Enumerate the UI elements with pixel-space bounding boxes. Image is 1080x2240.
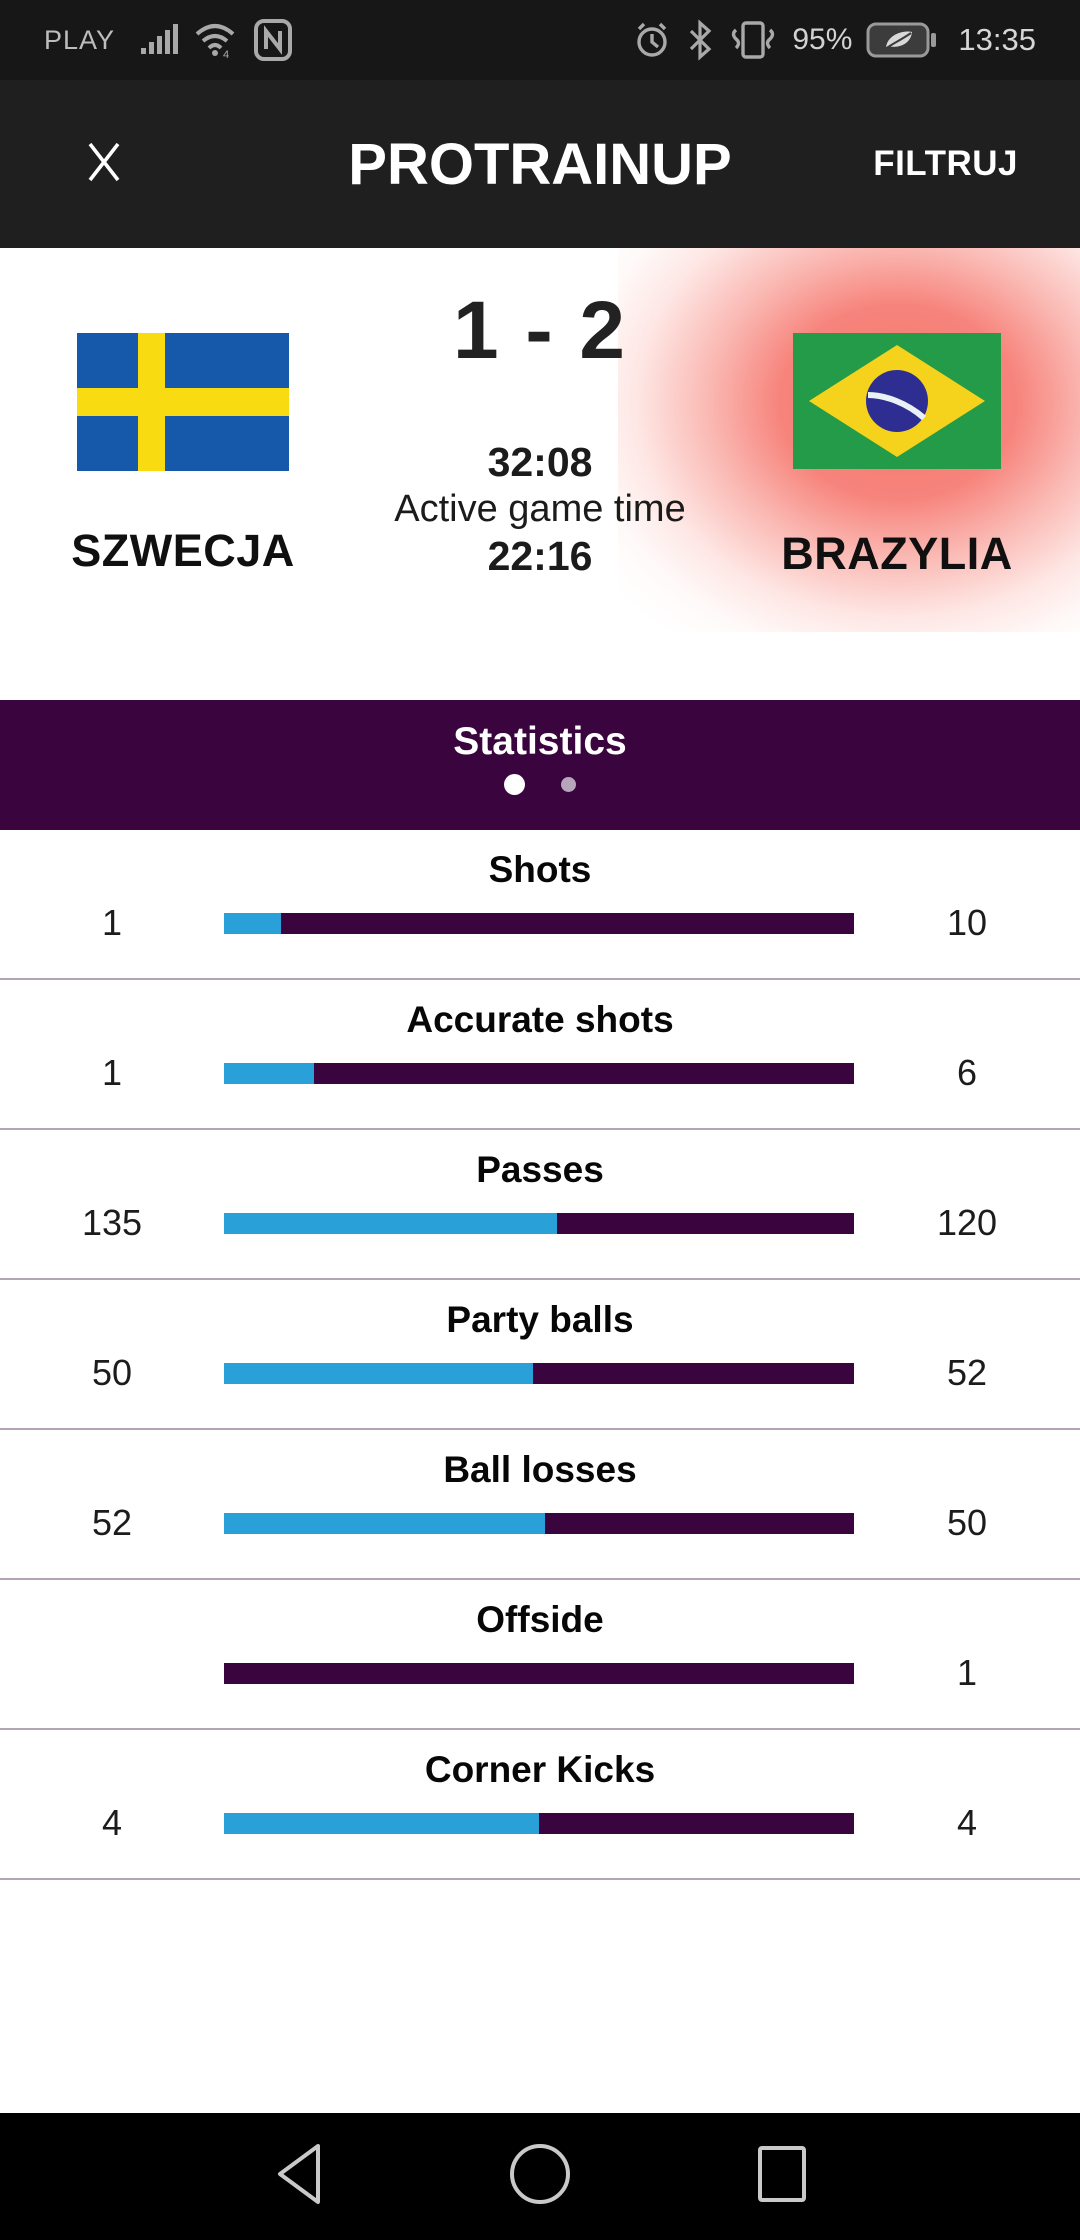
- stat-row-party-balls: Party balls 50 52: [0, 1280, 1080, 1430]
- stat-bar-home-fill: [224, 912, 282, 934]
- statistics-title: Statistics: [453, 720, 627, 763]
- stat-row-accurate-shots: Accurate shots 1 6: [0, 980, 1080, 1130]
- away-team-name: BRAZYLIA: [781, 528, 1013, 579]
- back-button[interactable]: [262, 2141, 334, 2213]
- filter-button[interactable]: FILTRUJ: [873, 144, 1018, 183]
- stat-away-value: 10: [946, 902, 988, 943]
- stat-label: Accurate shots: [406, 999, 674, 1040]
- bluetooth-icon: [686, 19, 714, 61]
- close-x-icon: [80, 138, 128, 191]
- stat-away-value: 120: [936, 1202, 998, 1243]
- stat-bar: [224, 1812, 854, 1834]
- wifi-icon: 4: [193, 20, 239, 60]
- stat-bar-home-fill: [224, 1812, 539, 1834]
- battery-percent: 95%: [792, 23, 853, 56]
- stat-home-value: 135: [81, 1202, 143, 1243]
- alarm-clock-icon: [632, 20, 672, 60]
- stat-bar: [224, 1212, 854, 1234]
- battery-eco-icon: [866, 20, 938, 60]
- status-time: 13:35: [958, 22, 1036, 57]
- home-team-column: SZWECJA: [0, 248, 366, 700]
- stat-away-value: 6: [956, 1052, 978, 1093]
- stat-row-offside: Offside 1: [0, 1580, 1080, 1730]
- pagination-dots: [0, 774, 1080, 795]
- page-title: PROTRAINUP: [348, 131, 732, 197]
- stat-away-value: 50: [946, 1502, 988, 1543]
- away-team-column: BRAZYLIA: [714, 248, 1080, 700]
- status-bar: PLAY 4: [0, 0, 1080, 80]
- stat-bar-home-fill: [224, 1362, 533, 1384]
- statistics-list: Shots 1 10 Accurate shots 1 6 Passes 135…: [0, 830, 1080, 1880]
- stat-bar: [224, 1362, 854, 1384]
- score-column: 1 - 2 32:08 Active game time 22:16: [366, 248, 714, 700]
- stat-bar-home-fill: [224, 1062, 315, 1084]
- stat-row-corner-kicks: Corner Kicks 4 4: [0, 1730, 1080, 1880]
- back-triangle-icon: [268, 2140, 328, 2213]
- stat-bar: [224, 912, 854, 934]
- stat-bar-home-fill: [224, 1212, 558, 1234]
- active-game-label: Active game time: [394, 488, 686, 530]
- nfc-icon: [253, 18, 293, 62]
- stat-row-ball-losses: Ball losses 52 50: [0, 1430, 1080, 1580]
- score: 1 - 2: [452, 285, 628, 376]
- stat-away-value: 4: [956, 1802, 978, 1843]
- stat-home-value: 4: [101, 1802, 123, 1843]
- android-nav-bar: [0, 2113, 1080, 2240]
- active-game-time: 22:16: [487, 533, 593, 579]
- sweden-flag: [77, 333, 289, 471]
- home-team-name: SZWECJA: [71, 525, 295, 576]
- recents-button[interactable]: [746, 2141, 818, 2213]
- page-dot-active[interactable]: [504, 774, 525, 795]
- home-circle-icon: [506, 2140, 574, 2213]
- stat-home-value: 1: [101, 1052, 123, 1093]
- stat-bar-home-fill: [224, 1512, 546, 1534]
- stat-bar: [224, 1662, 854, 1684]
- stat-label: Party balls: [446, 1299, 634, 1340]
- brazil-flag: [793, 333, 1001, 474]
- stat-away-value: 52: [946, 1352, 988, 1393]
- signal-bars-icon: [139, 20, 179, 60]
- carrier-label: PLAY: [44, 24, 116, 55]
- stat-label: Passes: [476, 1149, 604, 1190]
- stat-label: Shots: [488, 849, 592, 890]
- vibrate-icon: [728, 18, 778, 62]
- stat-bar: [224, 1512, 854, 1534]
- stat-away-value: 1: [956, 1652, 978, 1693]
- stat-home-value: 50: [91, 1352, 133, 1393]
- stat-home-value: 52: [91, 1502, 133, 1543]
- page-dot-inactive[interactable]: [561, 777, 576, 792]
- stat-label: Corner Kicks: [424, 1749, 656, 1790]
- recents-square-icon: [752, 2140, 812, 2213]
- stat-row-shots: Shots 1 10: [0, 830, 1080, 980]
- stat-bar: [224, 1062, 854, 1084]
- statistics-banner: Statistics: [0, 700, 1080, 830]
- svg-text:4: 4: [223, 49, 229, 60]
- stat-home-value: 1: [101, 902, 123, 943]
- match-summary: SZWECJA 1 - 2 32:08 Active game time 22:…: [0, 248, 1080, 700]
- game-time: 32:08: [487, 439, 593, 485]
- close-button[interactable]: [76, 136, 132, 192]
- stat-row-passes: Passes 135 120: [0, 1130, 1080, 1280]
- app-header: PROTRAINUP FILTRUJ: [0, 80, 1080, 248]
- empty-space: [0, 1880, 1080, 2113]
- home-button[interactable]: [504, 2141, 576, 2213]
- stat-label: Offside: [476, 1599, 604, 1640]
- stat-label: Ball losses: [443, 1449, 637, 1490]
